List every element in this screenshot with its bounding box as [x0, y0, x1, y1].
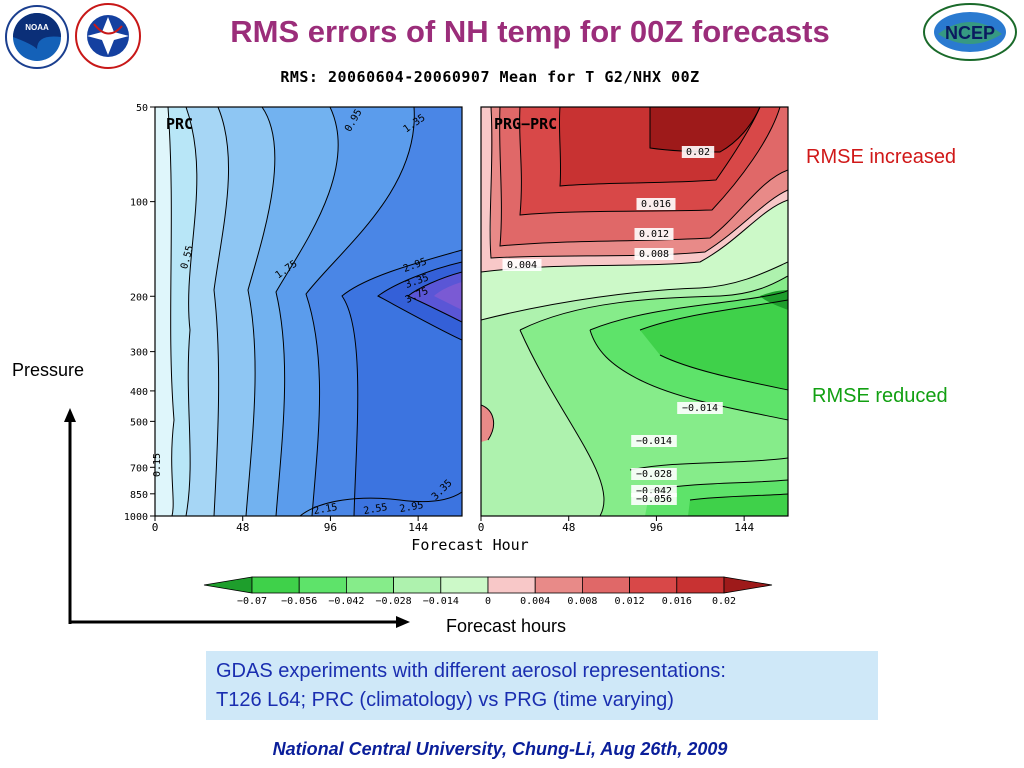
colorbar-tick-label: 0.008 [567, 596, 597, 607]
colorbar-tick-label: −0.056 [281, 596, 317, 607]
colorbar-box [298, 576, 347, 594]
prc-panel-fill [155, 107, 462, 516]
contour-label-bg [634, 228, 674, 240]
contour-label-prc: 2.55 [363, 502, 389, 517]
forecast-hours-arrow-label: Forecast hours [446, 616, 567, 636]
contour-label-bg [631, 468, 677, 480]
colorbar-box [487, 576, 536, 594]
contour-label-prc: 2.15 [313, 502, 339, 517]
y-tick-label: 200 [130, 292, 148, 303]
contour-label-prg: −0.028 [636, 469, 672, 480]
contour-label-prg: −0.014 [636, 436, 672, 447]
colorbar-tick-label: −0.042 [328, 596, 364, 607]
x-tick-label: 48 [236, 521, 249, 534]
contour-label-prg: 0.008 [639, 249, 669, 260]
contour-label-prg: −0.056 [636, 494, 672, 505]
colorbar-box [534, 576, 583, 594]
colorbar-tick-label: −0.07 [237, 596, 267, 607]
contour-label-bg [636, 198, 676, 210]
noaa-logo-text: NOAA [25, 23, 49, 32]
x-tick-label: 144 [408, 521, 428, 534]
colorbar-box [582, 576, 631, 594]
contour-label-prg: −0.014 [682, 403, 718, 414]
colorbar-tick-label: 0.016 [662, 596, 692, 607]
colorbar-end-right [723, 576, 773, 594]
x-tick-label: 144 [734, 521, 754, 534]
ncep-logo: NCEP [923, 3, 1017, 61]
colorbar-tick-label: 0.004 [520, 596, 550, 607]
x-tick-label: 96 [324, 521, 337, 534]
contour-label-prg: 0.016 [641, 199, 671, 210]
contour-label-prg: 0.004 [507, 260, 537, 271]
y-tick-label: 50 [136, 103, 148, 114]
contour-label-bg [631, 435, 677, 447]
panel-label-prc: PRC [166, 115, 193, 133]
contour-label-prg: −0.042 [636, 486, 672, 497]
colorbar-tick-label: −0.014 [423, 596, 459, 607]
contour-label-bg [677, 402, 723, 414]
slide-title: RMS errors of NH temp for 00Z forecasts [230, 14, 830, 49]
y-tick-label: 700 [130, 463, 148, 474]
x-tick-label: 96 [650, 521, 663, 534]
axis-arrows [64, 408, 410, 628]
info-line-2: T126 L64; PRC (climatology) vs PRG (time… [216, 689, 674, 711]
info-line-1: GDAS experiments with different aerosol … [216, 660, 726, 682]
y-axis-ticks: 50 100 200 300 400 500 700 850 1000 [124, 103, 155, 523]
colorbar-tick-label: 0.012 [615, 596, 645, 607]
contour-label-bg [634, 248, 674, 260]
colorbar-box [676, 576, 725, 594]
x-axis-title: Forecast Hour [411, 536, 528, 554]
colorbar: −0.07 −0.056 −0.042 −0.028 −0.014 0 0.004 0.008… [203, 576, 773, 607]
colorbar-tick-label: −0.028 [376, 596, 412, 607]
prc-frame [154, 106, 463, 517]
x-tick-label: 48 [562, 521, 575, 534]
x-axis-ticks: 0 48 96 144 0 48 96 144 [152, 516, 754, 534]
prg-panel-fill [481, 107, 788, 516]
x-tick-label: 0 [152, 521, 159, 534]
colorbar-box [393, 576, 442, 594]
contour-label-prg: 0.012 [639, 229, 669, 240]
contour-label-prc: 2.95 [399, 500, 425, 515]
contour-labels: 0.150.550.95 1.351.752.15 2.55 2.953.353.75… [152, 108, 723, 517]
info-box: GDAS experiments with different aerosol … [206, 651, 878, 720]
contour-label-prg: 0.02 [686, 147, 710, 158]
footer-credit: National Central University, Chung-Li, A… [272, 739, 728, 759]
contour-label-prc: 0.15 [152, 453, 163, 477]
colorbar-box [251, 576, 300, 594]
contour-label-bg [502, 259, 542, 271]
panel-label-prg: PRG−PRC [494, 115, 557, 133]
note-rmse-reduced: RMSE reduced [812, 385, 948, 407]
x-tick-label: 0 [478, 521, 485, 534]
colorbar-tick-label: 0 [485, 596, 491, 607]
colorbar-box [440, 576, 489, 594]
colorbar-end-left [203, 576, 253, 594]
colorbar-tick-label: 0.02 [712, 596, 736, 607]
y-tick-label: 400 [130, 387, 148, 398]
note-rmse-increased: RMSE increased [806, 146, 957, 168]
y-tick-label: 300 [130, 348, 148, 359]
nws-logo [75, 3, 141, 69]
prg-frame [480, 106, 789, 517]
colorbar-box [629, 576, 678, 594]
colorbar-box [345, 576, 394, 594]
ncep-logo-text: NCEP [945, 23, 995, 43]
contour-label-bg [631, 493, 677, 505]
contour-label-bg [681, 146, 715, 158]
y-tick-label: 100 [130, 198, 148, 209]
y-tick-label: 850 [130, 490, 148, 501]
y-tick-label: 500 [130, 417, 148, 428]
noaa-logo: NOAA [5, 5, 69, 69]
pressure-arrow-label: Pressure [12, 360, 85, 380]
plot-header: RMS: 20060604-20060907 Mean for T G2/NHX… [280, 68, 700, 86]
y-tick-label: 1000 [124, 512, 148, 523]
